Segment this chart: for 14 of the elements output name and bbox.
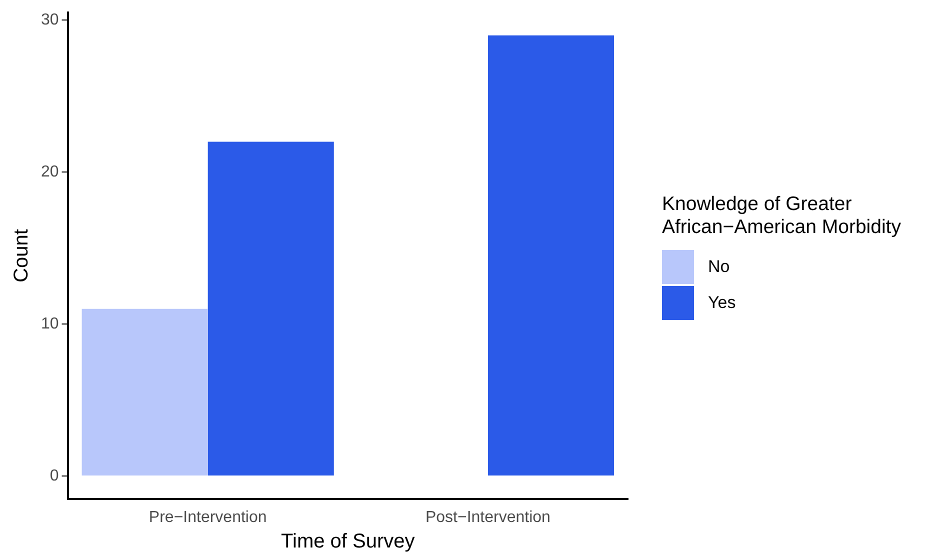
x-tick-label: Post−Intervention: [425, 508, 550, 526]
y-axis-title: Count: [10, 228, 33, 282]
x-tick-label: Pre−Intervention: [148, 508, 267, 526]
bar: [82, 308, 208, 476]
bar: [208, 142, 334, 476]
legend-label: Yes: [708, 293, 736, 313]
legend-title: Knowledge of Greater African−American Morbidity: [662, 193, 902, 239]
y-tick-label: 20: [41, 164, 59, 181]
y-tick-label: 30: [41, 12, 59, 29]
legend-label: No: [708, 257, 730, 277]
y-tick-label: 0: [50, 467, 59, 484]
x-axis-title: Time of Survey: [281, 530, 415, 553]
y-tick-label: 10: [41, 315, 59, 332]
bar: [488, 35, 614, 476]
